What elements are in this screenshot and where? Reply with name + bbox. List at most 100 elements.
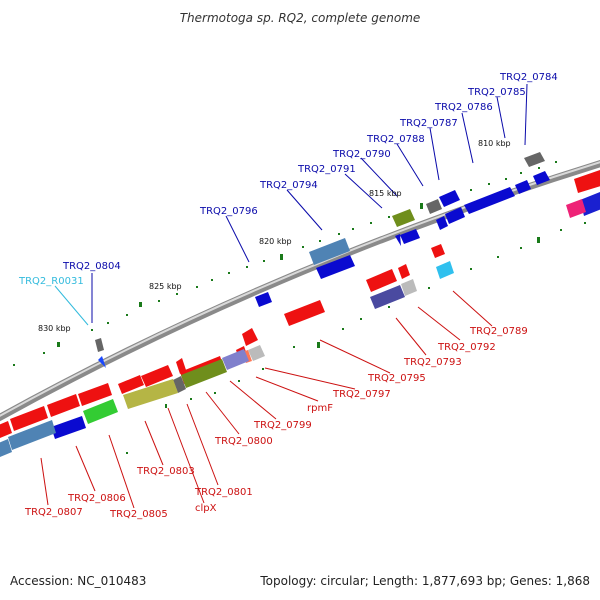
- gene-label[interactable]: TRQ2_0784: [499, 72, 558, 83]
- gene-label[interactable]: TRQ2_0800: [214, 436, 273, 447]
- gene-TRQ2_0803c[interactable]: [118, 375, 144, 394]
- gene-label[interactable]: TRQ2_0786: [434, 102, 493, 113]
- gene-label[interactable]: TRQ2_0799: [253, 420, 312, 431]
- gene-label[interactable]: TRQ2_0796: [199, 206, 258, 217]
- gene-label[interactable]: TRQ2_0788: [366, 134, 425, 145]
- gene-label[interactable]: TRQ2_0793: [403, 357, 462, 368]
- gene-label[interactable]: TRQ2_0787: [399, 118, 458, 129]
- gene-TRQ2_0794[interactable]: [392, 209, 415, 227]
- gene-TRQ2_0796b[interactable]: [316, 255, 355, 279]
- tick-mark: [319, 240, 321, 242]
- gene-label[interactable]: TRQ2_0807: [24, 507, 83, 518]
- gene-TRQ2_0788[interactable]: [445, 207, 465, 224]
- gene-label[interactable]: TRQ2_0795: [367, 373, 426, 384]
- gene-TRQ2_0786[interactable]: [515, 180, 531, 194]
- tick-mark: [360, 318, 362, 320]
- gene-TRQ2_0793c[interactable]: [401, 279, 417, 296]
- leader-TRQ2_0787: [429, 127, 440, 181]
- gene-TRQ2_0789b[interactable]: [436, 261, 454, 279]
- tick-mark: [126, 314, 128, 316]
- gene-TRQ2_0803b[interactable]: [141, 365, 173, 387]
- gene-TRQ2_0791b[interactable]: [426, 199, 442, 214]
- gene-label[interactable]: TRQ2_0805: [109, 509, 168, 520]
- tick-mark: [428, 287, 430, 289]
- gene-label[interactable]: TRQ2_0801: [194, 487, 253, 498]
- gene-TRQ2_0805b[interactable]: [78, 383, 112, 406]
- tick-mark: [370, 222, 372, 224]
- gene-TRQ2_0807[interactable]: [10, 406, 48, 431]
- gene-TRQ2_0800c[interactable]: [176, 358, 186, 374]
- gene-label[interactable]: TRQ2_0785: [467, 87, 526, 98]
- scale-label: 810 kbp: [478, 139, 511, 148]
- gene-TRQ2_0807b[interactable]: [8, 420, 56, 450]
- gene-TRQ2_0785[interactable]: [533, 171, 550, 185]
- gene-label[interactable]: TRQ2_0806: [67, 493, 126, 504]
- gene-TRQ2_0792[interactable]: [398, 264, 410, 279]
- gene-label[interactable]: TRQ2_0794: [259, 180, 318, 191]
- tick-mark: [520, 172, 522, 174]
- tick-mark: [584, 222, 586, 224]
- forward-leaders: [91, 83, 528, 323]
- gene-TRQ2_0791[interactable]: [439, 190, 460, 207]
- gene-label[interactable]: clpX: [195, 503, 217, 514]
- scale-label: 825 kbp: [149, 282, 182, 291]
- rna-gene-label[interactable]: TRQ2_R0031: [18, 276, 84, 287]
- gene-TRQ2_0804b[interactable]: [95, 338, 104, 352]
- gene-TRQ2_0803[interactable]: [123, 379, 178, 409]
- gene-TRQ2_0799[interactable]: [248, 345, 265, 361]
- tick-mark: [165, 404, 167, 408]
- tick-mark: [388, 306, 390, 308]
- gene-label[interactable]: TRQ2_0791: [297, 164, 356, 175]
- gene-label[interactable]: TRQ2_0790: [332, 149, 391, 160]
- leader-TRQ2_0800: [205, 391, 240, 435]
- tick-mark: [43, 352, 45, 354]
- gene-right-red-a[interactable]: [574, 170, 600, 193]
- tick-mark: [388, 216, 390, 218]
- gene-label[interactable]: rpmF: [307, 403, 333, 414]
- gene-left-blue[interactable]: [0, 439, 12, 457]
- gene-TRQ2_0784[interactable]: [524, 152, 545, 167]
- gene-TRQ2_0806b[interactable]: [47, 394, 80, 417]
- leader-TRQ2_0799: [229, 380, 277, 420]
- leader-TRQ2_0793: [395, 317, 427, 356]
- leader-TRQ2_0785: [496, 96, 506, 139]
- gene-clpX[interactable]: [173, 376, 186, 393]
- tick-mark: [520, 247, 522, 249]
- gene-TRQ2_0805[interactable]: [83, 399, 118, 424]
- gene-label[interactable]: TRQ2_0804: [62, 261, 121, 272]
- gene-TRQ2_0794c[interactable]: [395, 234, 401, 246]
- gene-TRQ2_0790[interactable]: [436, 216, 448, 230]
- gene-TRQ2_0795[interactable]: [284, 300, 325, 326]
- gene-label[interactable]: TRQ2_0789: [469, 326, 528, 337]
- gene-TRQ2_R0031[interactable]: [98, 356, 106, 368]
- gene-right-pink[interactable]: [566, 199, 586, 218]
- gene-TRQ2_0804a[interactable]: [255, 292, 272, 307]
- gene-TRQ2_0793b[interactable]: [370, 285, 405, 309]
- gene-left-red[interactable]: [0, 421, 12, 438]
- leader-TRQ2_R0031: [54, 285, 89, 326]
- gene-TRQ2_0794b[interactable]: [400, 229, 420, 244]
- gene-TRQ2_0800[interactable]: [222, 349, 249, 370]
- gene-TRQ2_0806[interactable]: [51, 416, 86, 439]
- gene-TRQ2_0793[interactable]: [366, 269, 397, 292]
- tick-mark: [91, 329, 93, 331]
- forward-label-group: TRQ2_0784 TRQ2_0785 TRQ2_0786 TRQ2_0787 …: [62, 72, 558, 272]
- gene-TRQ2_0797[interactable]: [242, 328, 258, 346]
- scale-ticks-inner: [13, 161, 557, 366]
- tick-mark: [139, 302, 142, 307]
- leader-TRQ2_0797: [264, 367, 356, 390]
- leader-TRQ2_0786: [461, 112, 474, 164]
- gene-TRQ2_0796a[interactable]: [309, 238, 350, 265]
- tick-mark: [238, 380, 240, 382]
- gene-TRQ2_0787[interactable]: [464, 187, 515, 214]
- gene-label[interactable]: TRQ2_0792: [437, 342, 496, 353]
- gene-TRQ2_0801[interactable]: [181, 359, 227, 388]
- reverse-label-group: TRQ2_0789 TRQ2_0792 TRQ2_0793 TRQ2_0795 …: [24, 326, 528, 520]
- tick-mark: [214, 392, 216, 394]
- gene-label[interactable]: TRQ2_0797: [332, 389, 391, 400]
- gene-TRQ2_0789[interactable]: [431, 244, 445, 258]
- tick-mark: [505, 178, 507, 180]
- gene-label[interactable]: TRQ2_0803: [136, 466, 195, 477]
- leader-TRQ2_0790: [360, 157, 398, 197]
